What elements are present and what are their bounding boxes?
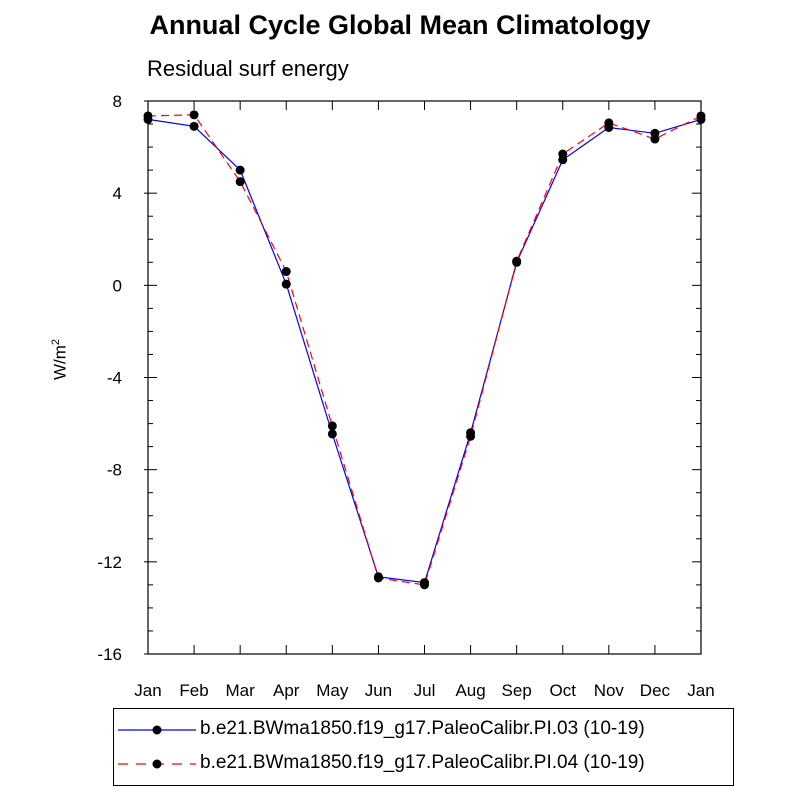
x-tick-label: May	[316, 681, 349, 700]
y-tick-label: 4	[113, 184, 122, 203]
y-tick-label: -12	[97, 553, 122, 572]
legend-label-1: b.e21.BWma1850.f19_g17.PaleoCalibr.PI.03…	[200, 718, 645, 739]
data-point-series-2	[373, 573, 383, 583]
x-tick-label: Feb	[179, 681, 208, 700]
data-point-series-2	[512, 256, 522, 266]
x-tick-label: Sep	[502, 681, 532, 700]
data-point-series-2	[696, 111, 706, 121]
data-point-series-2	[604, 118, 614, 128]
data-point-series-1	[281, 279, 291, 289]
data-point-series-2	[281, 267, 291, 277]
x-tick-label: Jul	[414, 681, 436, 700]
chart-title: Annual Cycle Global Mean Climatology	[149, 10, 651, 40]
series-line-1	[147, 118, 702, 584]
legend-label-2: b.e21.BWma1850.f19_g17.PaleoCalibr.PI.04…	[200, 752, 645, 773]
data-point-series-2	[143, 111, 153, 121]
legend: b.e21.BWma1850.f19_g17.PaleoCalibr.PI.03…	[113, 708, 734, 786]
data-point-series-2	[420, 580, 429, 590]
data-point-series-2	[466, 431, 476, 441]
x-tick-label: Jan	[687, 681, 714, 700]
y-tick-label: -16	[97, 645, 122, 664]
data-point-series-2	[189, 110, 199, 120]
data-point-series-1	[189, 121, 199, 131]
x-tick-label: Jun	[365, 681, 392, 700]
y-tick-label: -4	[107, 369, 122, 388]
x-tick-label: Apr	[273, 681, 300, 700]
data-point-series-2	[558, 149, 568, 159]
data-point-series-2	[235, 177, 245, 187]
chart-plot: Jan Feb Mar Apr May Jun Jul Aug Sep Oct Nov Dec Jan 8…	[97, 92, 714, 700]
plot-frame	[147, 100, 702, 655]
x-tick-label: Aug	[455, 681, 485, 700]
legend-entry-1: b.e21.BWma1850.f19_g17.PaleoCalibr.PI.03…	[114, 713, 733, 747]
data-point-series-1	[235, 165, 245, 175]
chart-subtitle: Residual surf energy	[147, 56, 349, 81]
legend-marker-2	[118, 759, 196, 769]
data-point-series-2	[327, 421, 337, 431]
data-point-series-2	[650, 134, 660, 144]
x-tick-label: Nov	[594, 681, 625, 700]
legend-marker-1	[118, 725, 196, 735]
y-tick-label: 0	[113, 276, 122, 295]
series-line-2	[147, 114, 702, 586]
data-point-series-1	[327, 429, 337, 439]
legend-entry-2: b.e21.BWma1850.f19_g17.PaleoCalibr.PI.04…	[114, 747, 733, 781]
y-tick-label: -8	[107, 461, 122, 480]
x-tick-label: Oct	[550, 681, 577, 700]
x-tick-label: Mar	[226, 681, 256, 700]
y-tick-label: 8	[113, 92, 122, 111]
x-tick-label: Dec	[640, 681, 671, 700]
x-tick-label: Jan	[134, 681, 161, 700]
